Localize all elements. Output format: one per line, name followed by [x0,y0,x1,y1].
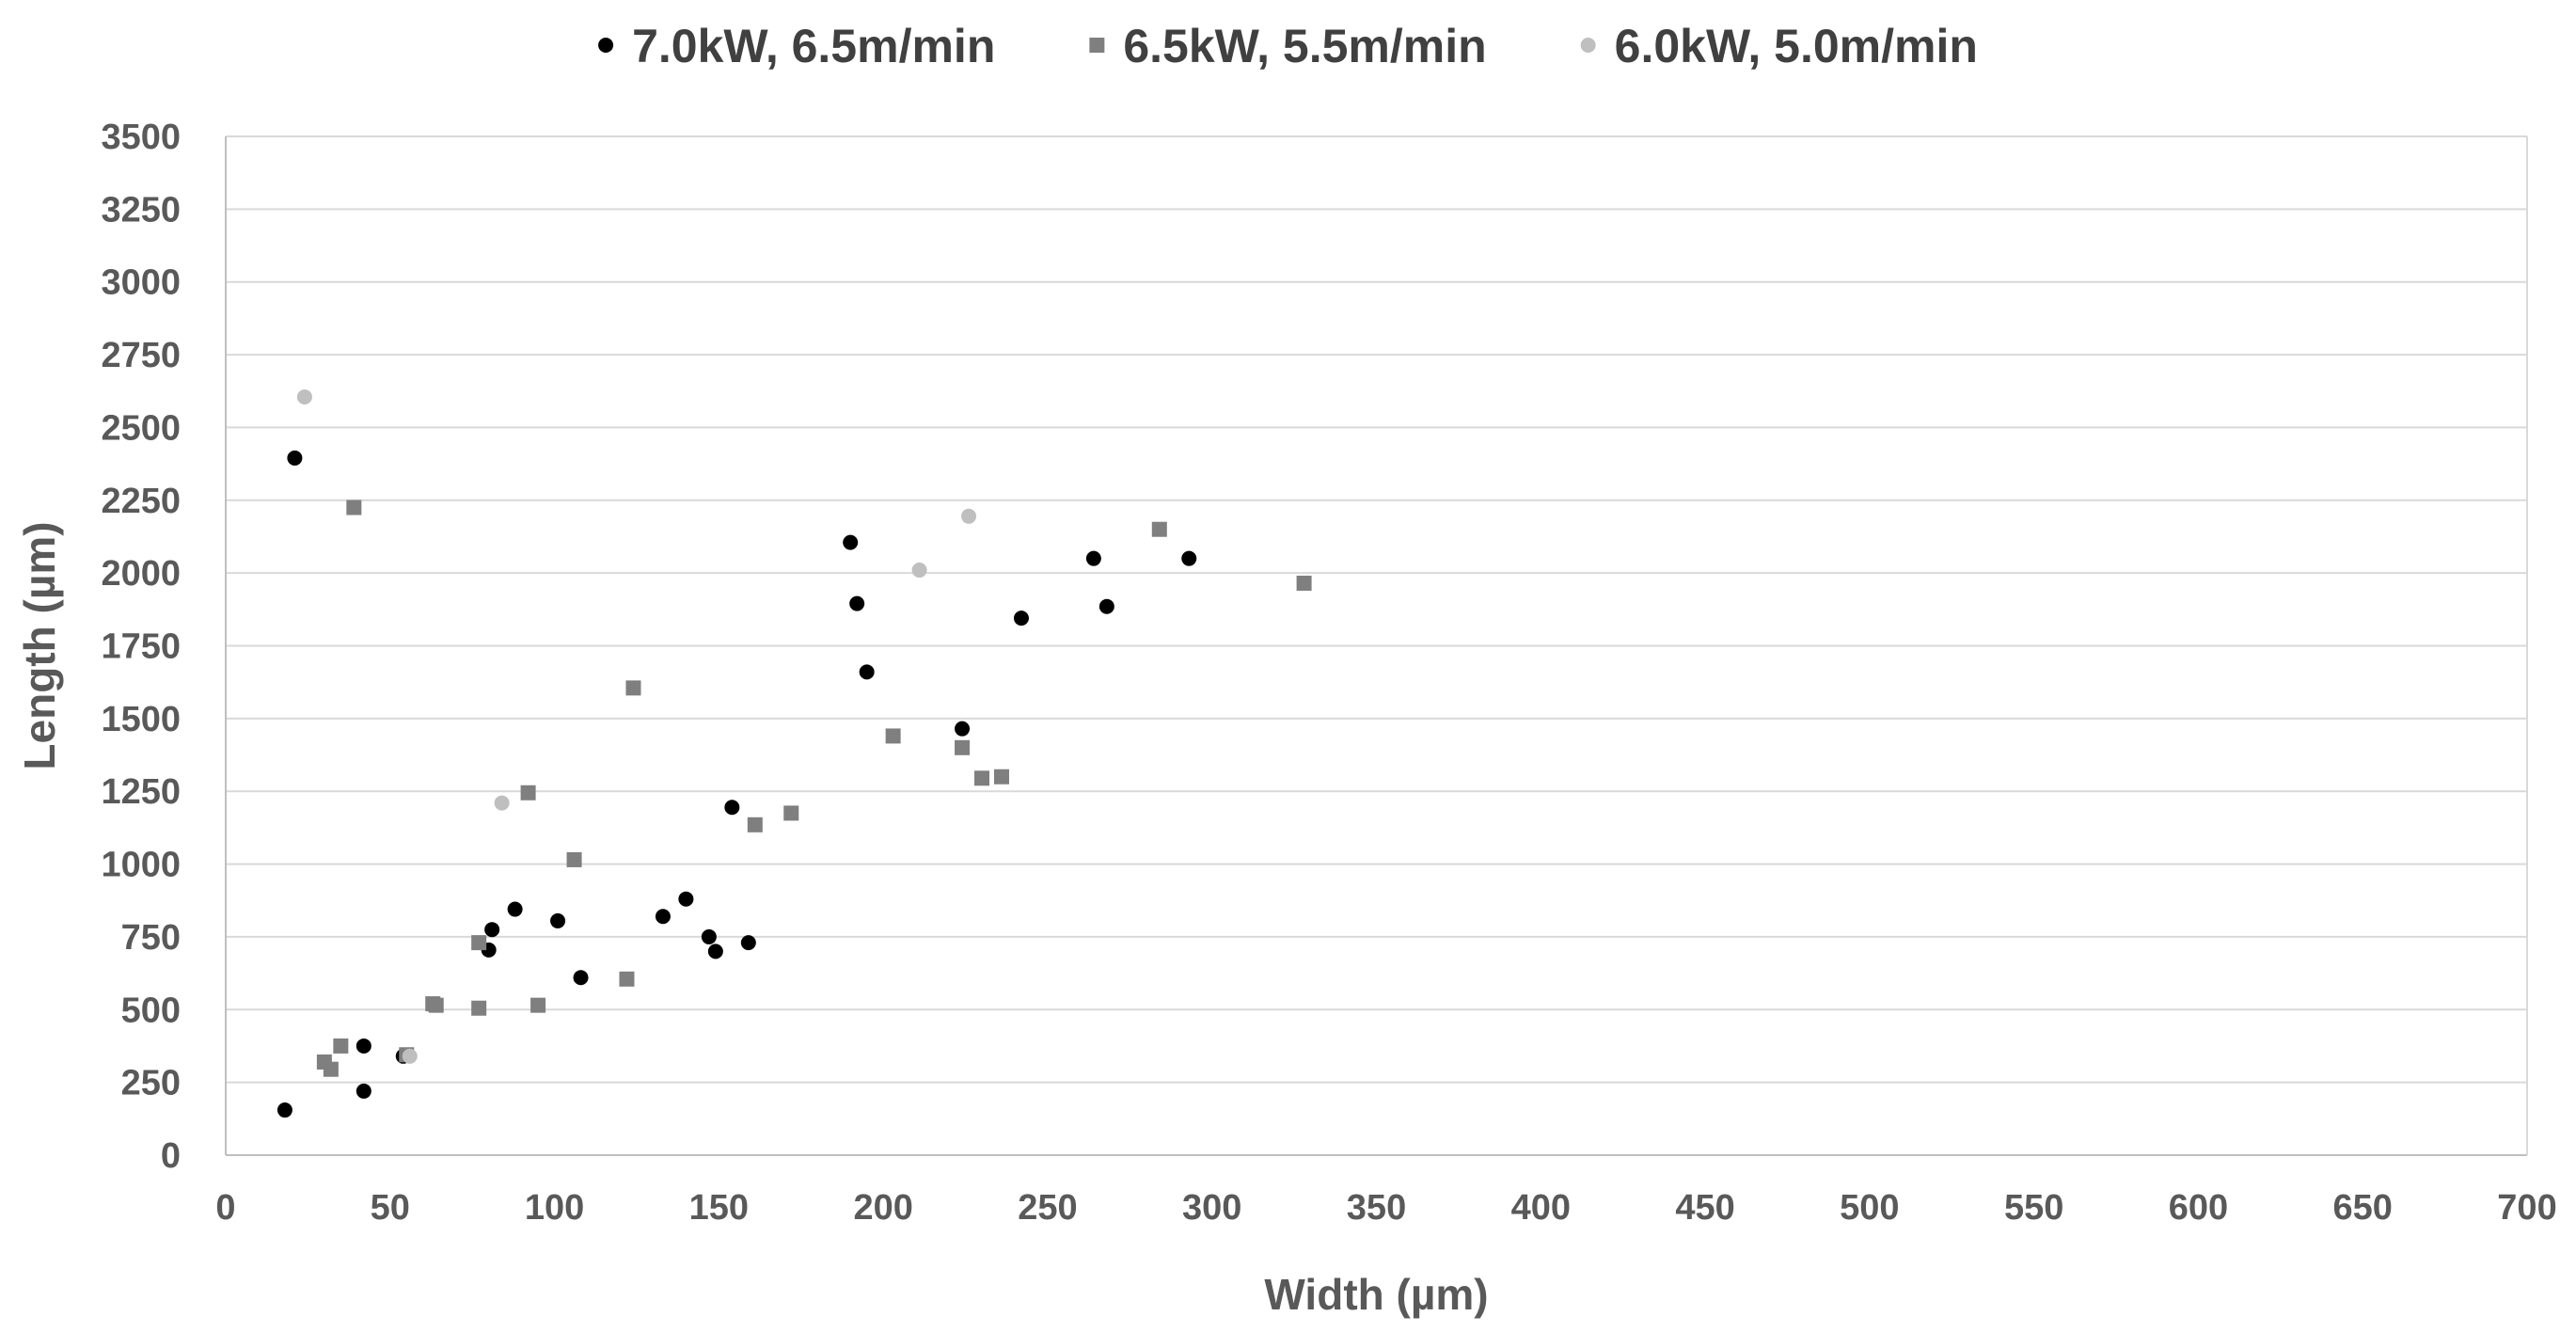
point-s1-3 [356,1038,371,1054]
point-s2-12 [566,851,582,867]
y-tick-label-11: 2750 [101,336,181,375]
point-s2-22 [1296,575,1312,591]
point-s2-10 [520,785,536,801]
point-s2-14 [625,680,641,696]
legend: 7.0kW, 6.5m/min 6.5kW, 5.5m/min 6.0kW, 5.0… [598,20,1978,72]
point-s2-17 [885,728,901,744]
point-s2-4 [346,500,362,515]
legend-label-1: 7.0kW, 6.5m/min [632,20,995,72]
axes [225,136,2528,1156]
point-s2-8 [471,935,487,951]
point-s3-5 [961,508,977,524]
y-tick-label-10: 2500 [101,408,181,448]
x-tick-label-14: 700 [2497,1188,2556,1228]
point-s1-13 [701,928,717,944]
series-1 [277,450,1197,1118]
point-s2-11 [530,997,546,1013]
point-s1-24 [1181,550,1197,566]
point-s1-21 [1013,610,1029,626]
y-tick-label-7: 1750 [101,627,181,667]
data-points [277,388,1312,1118]
point-s1-7 [484,922,500,938]
legend-label-2: 6.5kW, 5.5m/min [1123,20,1486,72]
x-tick-label-12: 600 [2169,1188,2228,1228]
point-s2-16 [783,805,799,821]
point-s1-15 [724,800,740,816]
point-s2-2 [323,1061,339,1077]
point-s1-17 [843,534,859,550]
point-s2-21 [1151,521,1167,537]
point-s1-9 [550,912,566,928]
y-tick-label-4: 1000 [101,846,181,885]
point-s2-18 [955,739,971,755]
x-tick-label-4: 200 [853,1188,912,1228]
y-tick-label-8: 2000 [101,554,181,594]
point-s1-23 [1098,598,1114,614]
x-axis-title: Width (µm) [1264,1270,1488,1319]
point-s1-14 [707,944,723,959]
point-s3-4 [911,563,927,579]
point-s1-4 [356,1083,371,1099]
y-tick-label-1: 250 [121,1064,181,1103]
point-s2-20 [993,769,1009,785]
gridlines [226,135,2527,1084]
y-tick-label-2: 500 [121,991,181,1030]
point-s1-11 [655,909,671,925]
legend-marker-2 [1089,38,1105,53]
x-tick-label-9: 450 [1675,1188,1734,1228]
x-tick-label-7: 350 [1347,1188,1406,1228]
x-tick-label-11: 550 [2004,1188,2063,1228]
y-tick-label-3: 750 [121,918,181,958]
y-tick-label-14: 3500 [101,118,181,157]
point-s1-19 [859,664,875,680]
y-tick-label-9: 2250 [101,482,181,521]
y-tick-label-6: 1500 [101,700,181,739]
point-s2-15 [747,817,763,832]
x-tick-label-1: 50 [371,1188,410,1228]
legend-marker-1 [598,38,614,53]
y-tick-labels: 0 250 500 750 1000 1250 1500 1750 2000 2250 2500 27… [101,118,181,1176]
y-tick-label-0: 0 [161,1136,181,1176]
point-s1-12 [678,891,694,907]
point-s2-3 [333,1038,349,1054]
point-s1-22 [1085,550,1101,566]
x-tick-labels: 0 50 100 150 200 250 300 350 400 450 500 550 600 650 7… [215,1188,2556,1228]
x-tick-label-10: 500 [1840,1188,1899,1228]
point-s1-18 [849,595,865,611]
point-s1-1 [277,1102,292,1118]
x-tick-label-6: 300 [1182,1188,1241,1228]
point-s2-19 [974,770,990,786]
point-s1-2 [287,450,303,466]
x-tick-label-2: 100 [525,1188,584,1228]
legend-marker-3 [1580,38,1596,53]
x-tick-label-5: 250 [1018,1188,1077,1228]
x-tick-label-8: 400 [1511,1188,1571,1228]
point-s2-13 [619,971,635,987]
point-s3-2 [402,1048,418,1064]
series-3 [296,388,977,1064]
x-tick-label-3: 150 [689,1188,749,1228]
y-tick-label-12: 3000 [101,263,181,303]
legend-label-3: 6.0kW, 5.0m/min [1615,20,1978,72]
point-s1-20 [955,721,971,737]
point-s2-9 [471,1000,487,1016]
y-tick-label-13: 3250 [101,190,181,230]
point-s1-8 [507,901,523,917]
legend-item-1: 7.0kW, 6.5m/min [598,20,995,72]
point-s1-16 [740,935,756,951]
point-s2-7 [428,997,444,1013]
point-s1-10 [573,970,589,986]
y-tick-label-5: 1250 [101,772,181,812]
series-2 [316,500,1312,1077]
point-s3-3 [494,795,510,811]
x-tick-label-13: 650 [2333,1188,2393,1228]
legend-item-3: 6.0kW, 5.0m/min [1580,20,1978,72]
x-tick-label-0: 0 [215,1188,235,1228]
y-axis-title: Length (µm) [15,521,64,769]
legend-item-2: 6.5kW, 5.5m/min [1089,20,1487,72]
point-s3-1 [296,388,312,404]
